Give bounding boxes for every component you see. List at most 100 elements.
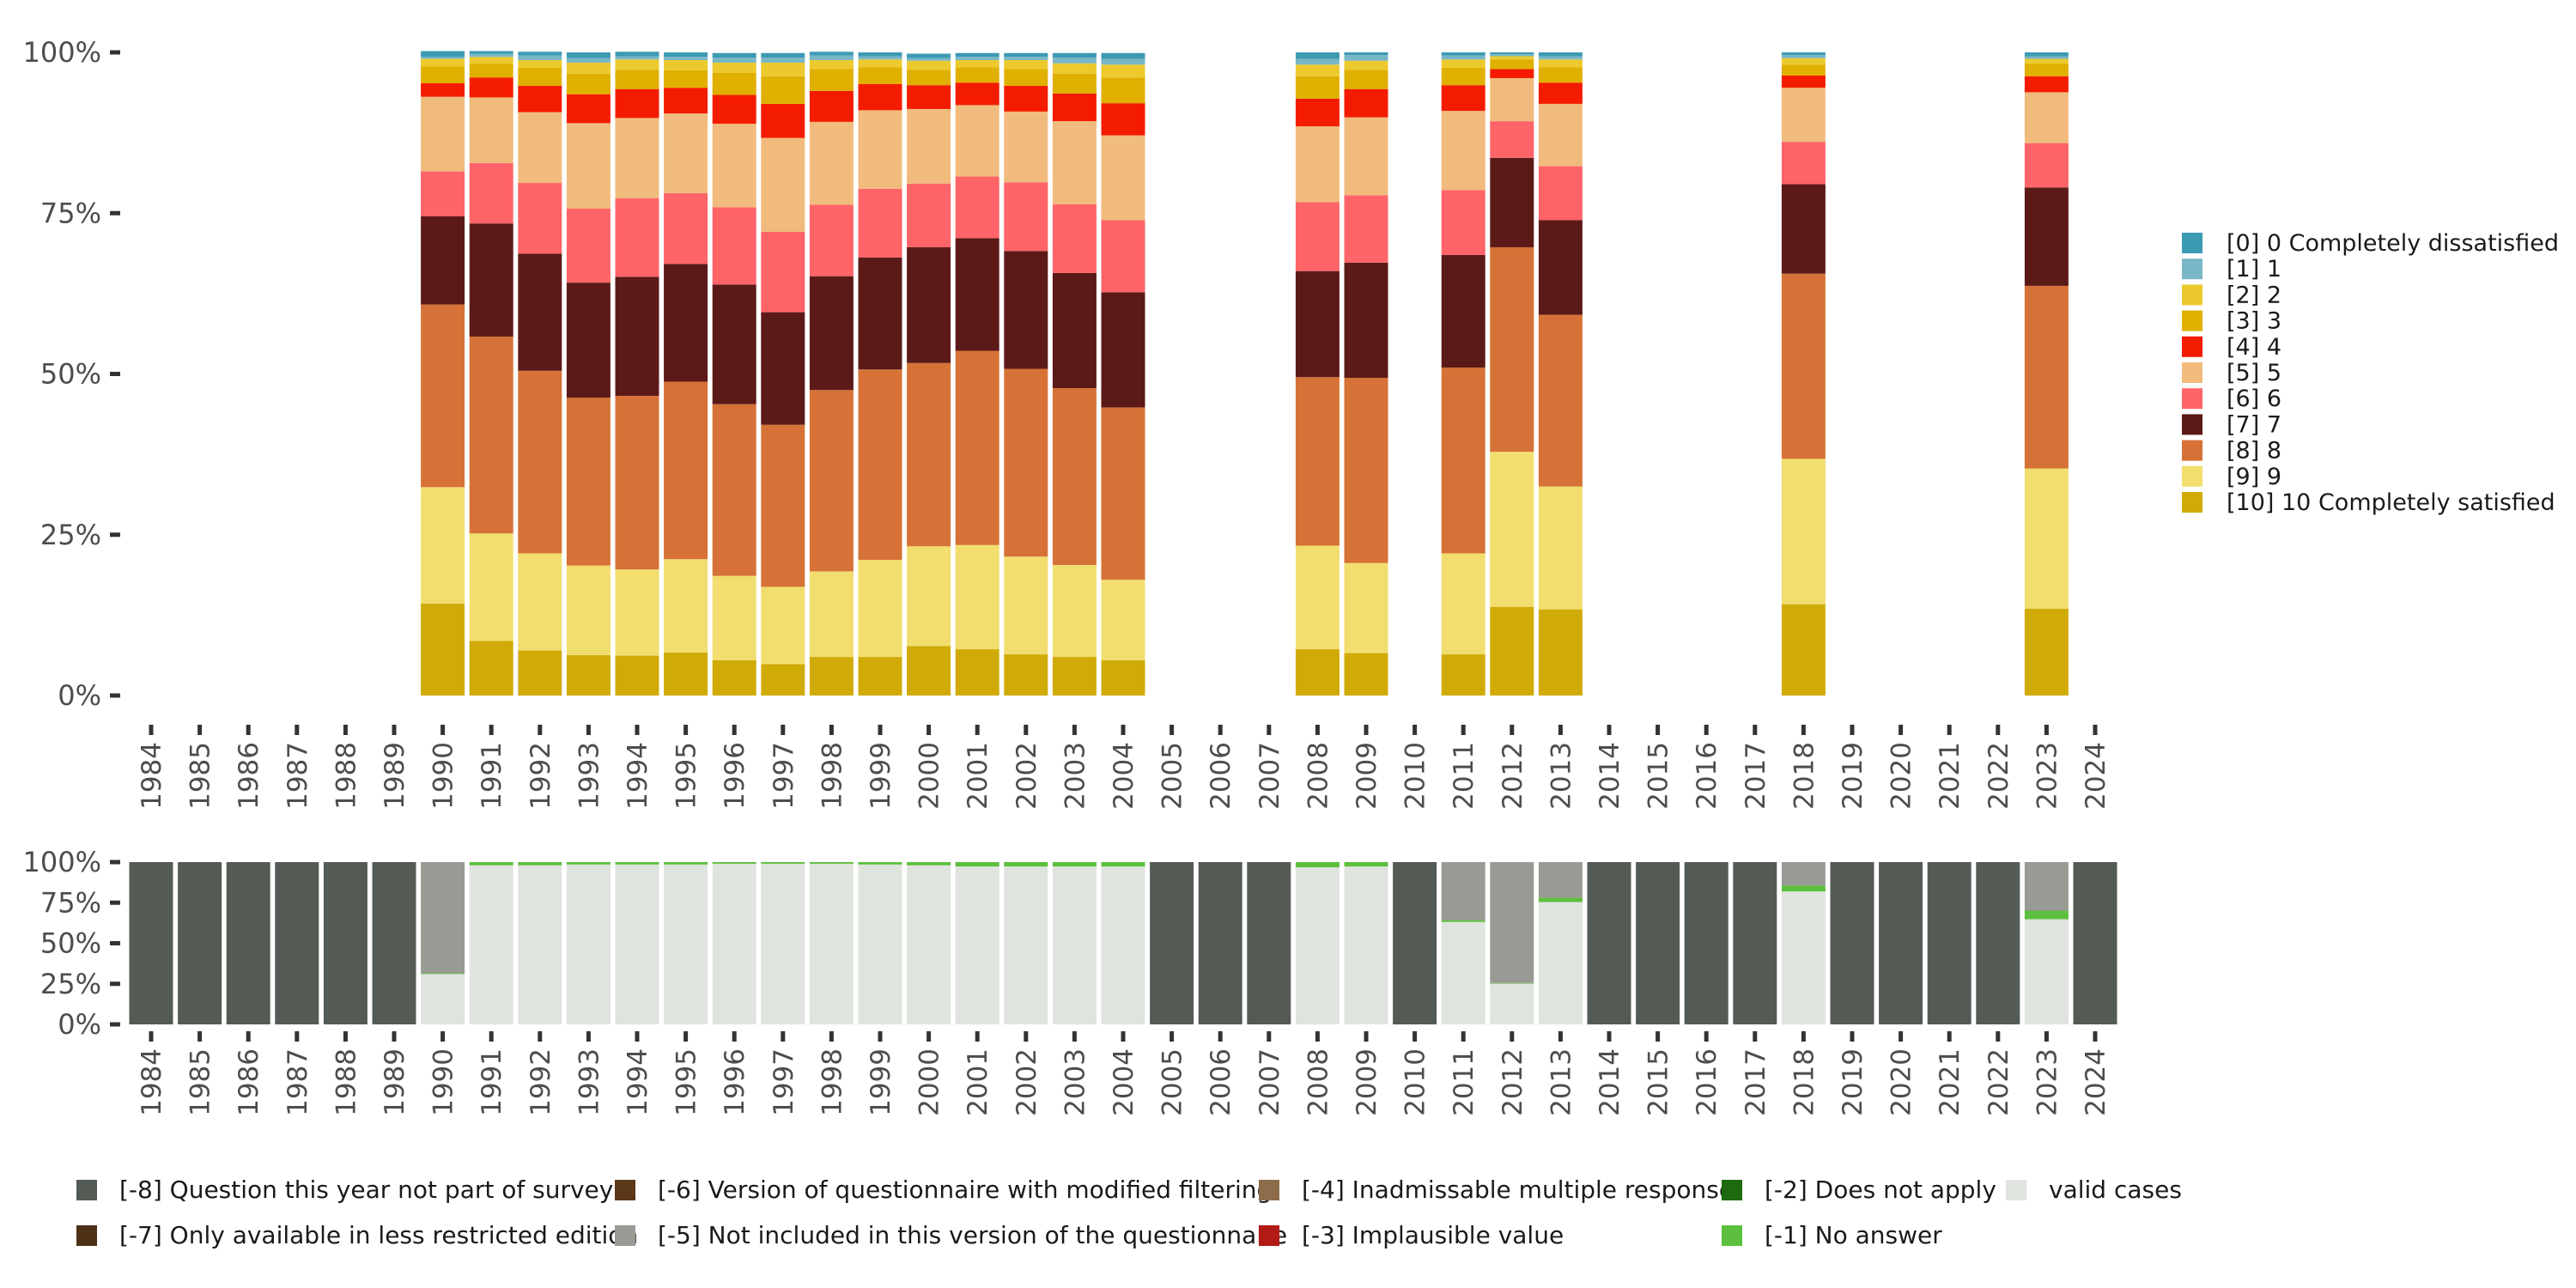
x-tick-mark bbox=[1656, 725, 1661, 735]
x-tick-mark bbox=[1996, 725, 2001, 735]
bar-segment bbox=[518, 67, 562, 86]
bar-segment bbox=[907, 58, 951, 61]
bar-segment bbox=[2024, 58, 2069, 64]
bar-segment bbox=[518, 253, 562, 371]
bar-segment bbox=[1004, 59, 1048, 70]
bar-segment bbox=[809, 52, 854, 56]
x-tick-mark bbox=[1850, 1031, 1855, 1042]
bar-segment bbox=[712, 94, 756, 125]
bar-segment bbox=[1004, 57, 1048, 60]
bar-segment bbox=[712, 124, 756, 208]
bar-segment bbox=[955, 67, 999, 83]
bar-segment bbox=[1052, 387, 1097, 565]
x-tick-mark bbox=[246, 1031, 251, 1042]
x-tick-label: 2001 bbox=[963, 742, 993, 810]
bar-segment bbox=[1587, 862, 1631, 1024]
bar-segment bbox=[469, 57, 513, 64]
bar-segment bbox=[1490, 452, 1534, 607]
bar-segment bbox=[955, 350, 999, 545]
bar-segment bbox=[907, 646, 951, 696]
bar-segment bbox=[1101, 292, 1145, 408]
bar-segment bbox=[1781, 184, 1826, 274]
bar-segment bbox=[1004, 251, 1048, 369]
legend-label: [-7] Only available in less restricted e… bbox=[119, 1221, 638, 1249]
legend-swatch bbox=[1259, 1225, 1279, 1246]
y-tick-label: 100% bbox=[23, 846, 101, 878]
x-tick-label: 2019 bbox=[1838, 1048, 1868, 1116]
bar-segment bbox=[1295, 649, 1340, 696]
bar-segment bbox=[2073, 862, 2117, 1024]
legend-label: [10] 10 Completely satisfied bbox=[2227, 489, 2555, 516]
bar-segment bbox=[712, 284, 756, 404]
x-tick-label: 1996 bbox=[720, 742, 750, 810]
bar-segment bbox=[1052, 657, 1097, 696]
bar-segment bbox=[907, 362, 951, 547]
bar-segment bbox=[1101, 866, 1145, 1024]
y-tick-mark bbox=[110, 210, 120, 216]
y-tick-label: 25% bbox=[40, 968, 101, 1000]
bar-segment bbox=[615, 862, 659, 865]
bar-segment bbox=[421, 66, 465, 83]
bar-segment bbox=[421, 96, 465, 172]
x-tick-label: 1992 bbox=[526, 742, 556, 810]
legend-item: [5] 5 bbox=[2182, 360, 2281, 386]
bar-segment bbox=[1538, 902, 1583, 1024]
bar-segment bbox=[518, 650, 562, 696]
bar-segment bbox=[1490, 77, 1534, 122]
x-tick-label: 2002 bbox=[1012, 742, 1042, 810]
bar-segment bbox=[1247, 862, 1291, 1024]
bar-segment bbox=[615, 70, 659, 89]
x-tick-label: 2005 bbox=[1157, 1048, 1188, 1116]
bar-segment bbox=[469, 77, 513, 98]
x-tick-mark bbox=[1024, 1031, 1029, 1042]
bar-segment bbox=[1101, 407, 1145, 580]
bar-segment bbox=[1490, 246, 1534, 453]
legend-label: [-6] Version of questionnaire with modif… bbox=[658, 1176, 1272, 1204]
x-tick-mark bbox=[683, 725, 689, 735]
x-tick-mark bbox=[149, 725, 154, 735]
bar-segment bbox=[615, 118, 659, 199]
x-tick-mark bbox=[1461, 725, 1466, 735]
x-tick-mark bbox=[732, 725, 737, 735]
legend-swatch bbox=[1722, 1225, 1742, 1246]
legend-item: [9] 9 bbox=[2182, 464, 2281, 490]
x-tick-label: 2016 bbox=[1692, 1048, 1722, 1116]
x-tick-label: 2024 bbox=[2081, 1048, 2111, 1116]
y-tick-mark bbox=[110, 1022, 120, 1027]
bar-segment bbox=[1490, 121, 1534, 158]
x-tick-mark bbox=[246, 725, 251, 735]
x-tick-label: 2015 bbox=[1643, 1048, 1674, 1116]
bar-segment bbox=[518, 183, 562, 254]
bar-segment bbox=[761, 862, 805, 864]
bar-segment bbox=[809, 204, 854, 276]
x-tick-mark bbox=[732, 1031, 737, 1042]
x-tick-mark bbox=[1170, 725, 1175, 735]
bar-segment bbox=[566, 862, 611, 865]
x-tick-label: 2023 bbox=[2032, 742, 2063, 810]
x-tick-label: 2003 bbox=[1060, 1048, 1091, 1116]
x-tick-mark bbox=[1850, 725, 1855, 735]
bar-segment bbox=[907, 546, 951, 647]
bar-segment bbox=[1344, 88, 1388, 118]
bar-segment bbox=[858, 862, 902, 865]
bar-segment bbox=[1004, 52, 1048, 58]
bar-segment bbox=[858, 559, 902, 658]
legend-swatch bbox=[2182, 258, 2202, 280]
bar-segment bbox=[1781, 58, 1826, 65]
legend-item: [6] 6 bbox=[2182, 386, 2281, 412]
bar-segment bbox=[1295, 98, 1340, 127]
x-tick-label: 2010 bbox=[1400, 1048, 1431, 1116]
bar-segment bbox=[1101, 64, 1145, 78]
x-tick-mark bbox=[1558, 725, 1563, 735]
y-tick-mark bbox=[110, 860, 120, 865]
legend-item: [-7] Only available in less restricted e… bbox=[76, 1221, 638, 1249]
bar-segment bbox=[178, 862, 222, 1024]
x-tick-label: 1995 bbox=[671, 1048, 702, 1116]
x-tick-mark bbox=[586, 725, 591, 735]
x-tick-mark bbox=[1947, 1031, 1952, 1042]
bar-segment bbox=[1344, 54, 1388, 61]
bar-segment bbox=[1441, 52, 1485, 56]
bar-segment bbox=[1441, 111, 1485, 191]
x-tick-mark bbox=[440, 1031, 446, 1042]
bar-segment bbox=[858, 52, 902, 57]
